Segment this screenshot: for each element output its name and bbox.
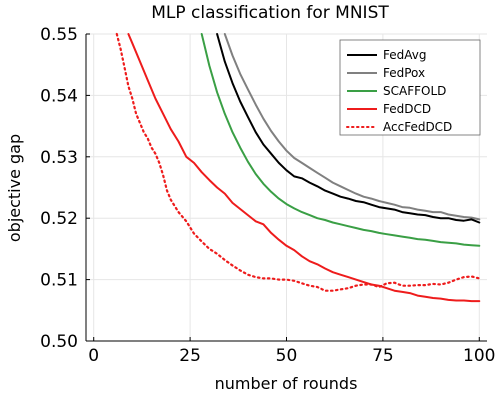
- legend: FedAvg FedPox SCAFFOLD FedDCD AccFedDCD: [339, 39, 481, 136]
- legend-label: FedPox: [383, 66, 425, 80]
- y-tick-label: 0.54: [40, 86, 78, 106]
- series-line-fedpox: [223, 33, 481, 221]
- y-tick-label: 0.55: [40, 25, 78, 45]
- x-tick-label: 75: [372, 346, 394, 366]
- tick-labels: 0 25 50 75 100 0.50 0.51 0.52 0.53 0.54 0.55: [40, 25, 495, 366]
- x-tick-label: 100: [463, 346, 495, 366]
- legend-label: FedAvg: [383, 48, 426, 62]
- x-tick-label: 0: [88, 346, 99, 366]
- y-tick-label: 0.52: [40, 209, 78, 229]
- x-axis-label: number of rounds: [215, 374, 358, 393]
- x-tick-label: 25: [179, 346, 201, 366]
- legend-label: SCAFFOLD: [383, 84, 446, 98]
- legend-label: AccFedDCD: [383, 120, 452, 134]
- series-line-scaffold: [200, 33, 481, 247]
- series-lines: [115, 32, 481, 303]
- chart-title: MLP classification for MNIST: [151, 3, 389, 23]
- y-tick-label: 0.53: [40, 148, 78, 168]
- x-tick-label: 50: [276, 346, 298, 366]
- y-tick-label: 0.51: [40, 271, 78, 291]
- y-tick-label: 0.50: [40, 332, 78, 352]
- legend-label: FedDCD: [383, 102, 431, 116]
- series-line-accfeddcd: [115, 32, 481, 292]
- series-line-feddcd: [127, 33, 481, 303]
- series-line-fedavg: [216, 33, 481, 224]
- y-axis-label: objective gap: [5, 134, 24, 242]
